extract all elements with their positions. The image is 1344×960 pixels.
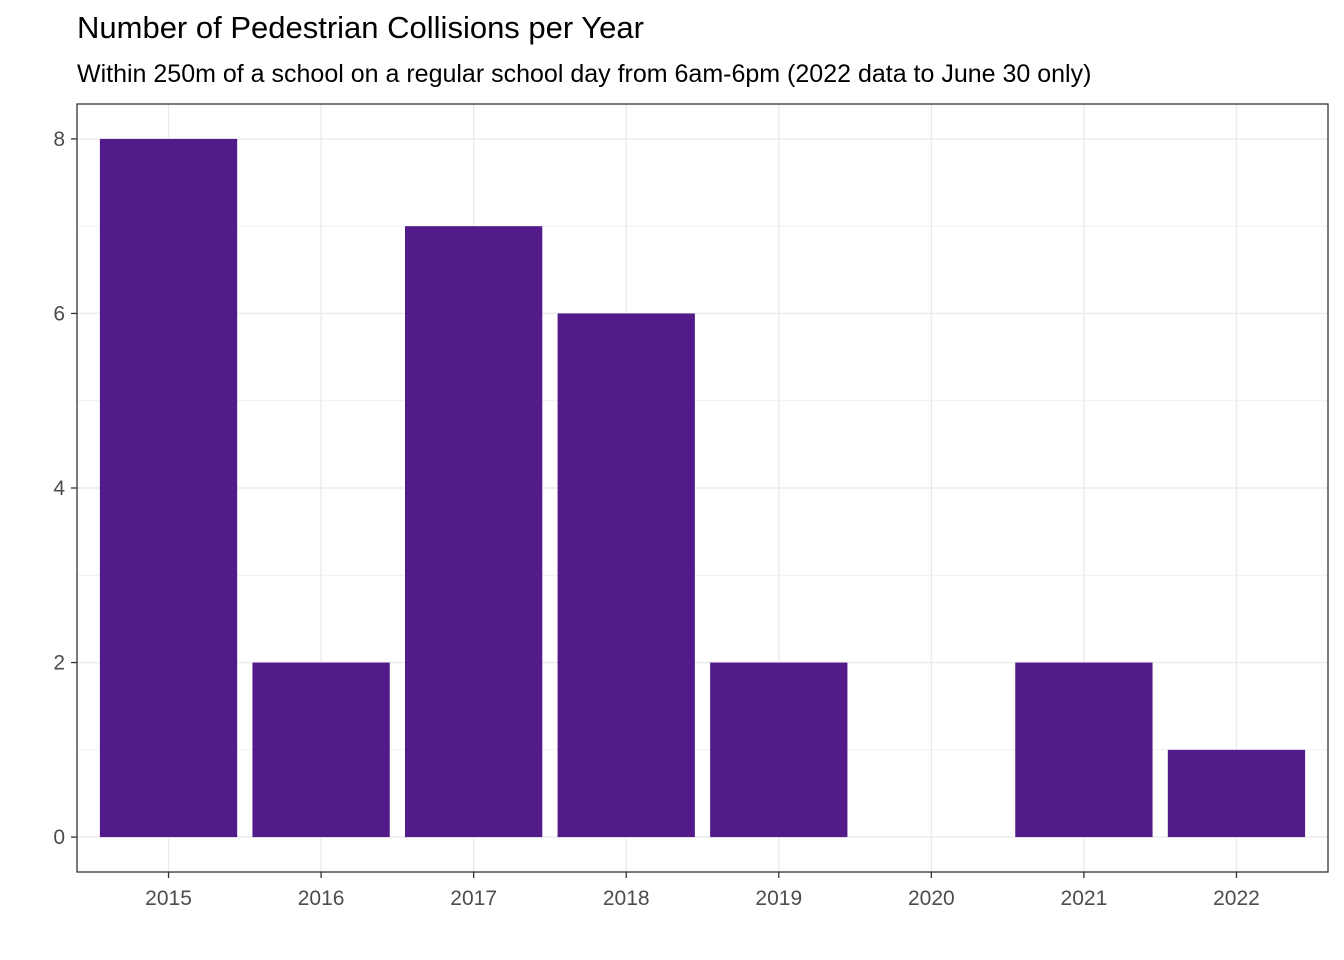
x-tick-label: 2018 [603,887,650,910]
x-axis: 2015 2016 2017 2018 2019 2020 2021 2022 [145,872,1260,910]
x-tick-label: 2019 [755,887,802,910]
x-tick-label: 2015 [145,887,192,910]
x-tick-label: 2022 [1213,887,1260,910]
y-tick-label: 0 [53,826,65,849]
y-tick-label: 6 [53,302,65,325]
x-tick-label: 2016 [298,887,345,910]
chart-subtitle: Within 250m of a school on a regular sch… [77,60,1092,88]
bars [99,138,1306,838]
bar-2022 [1167,749,1306,838]
bar-2019 [710,662,848,838]
bar-2017 [405,226,543,838]
x-tick-label: 2017 [450,887,497,910]
bar-2015 [99,138,238,838]
bar-2021 [1015,662,1153,838]
y-tick-label: 8 [53,128,65,151]
x-tick-label: 2020 [908,887,955,910]
y-tick-label: 2 [53,652,65,675]
bar-2016 [252,662,390,838]
x-tick-label: 2021 [1061,887,1108,910]
y-tick-label: 4 [53,477,65,500]
chart-title: Number of Pedestrian Collisions per Year [77,10,644,45]
y-axis: 0 2 4 6 8 [53,128,77,849]
bar-2018 [557,313,695,838]
